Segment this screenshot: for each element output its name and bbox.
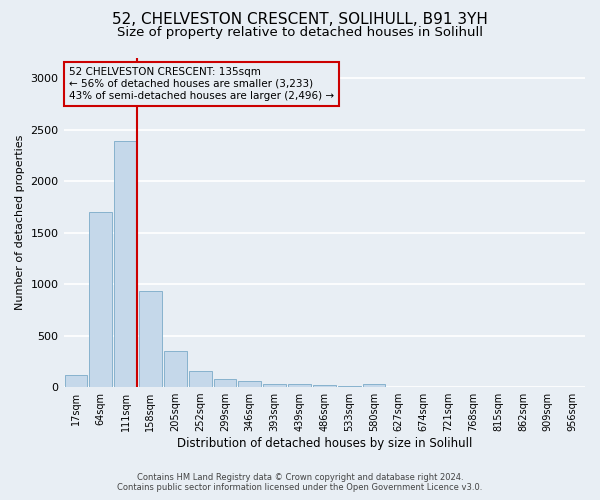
X-axis label: Distribution of detached houses by size in Solihull: Distribution of detached houses by size … [176, 437, 472, 450]
Text: Contains HM Land Registry data © Crown copyright and database right 2024.
Contai: Contains HM Land Registry data © Crown c… [118, 473, 482, 492]
Bar [263, 384, 286, 387]
Bar [313, 385, 335, 387]
Text: 52, CHELVESTON CRESCENT, SOLIHULL, B91 3YH: 52, CHELVESTON CRESCENT, SOLIHULL, B91 3… [112, 12, 488, 28]
Bar [214, 379, 236, 387]
Bar [139, 292, 162, 387]
Bar [238, 382, 261, 387]
Bar [65, 375, 88, 387]
Bar [338, 386, 361, 387]
Text: 52 CHELVESTON CRESCENT: 135sqm
← 56% of detached houses are smaller (3,233)
43% : 52 CHELVESTON CRESCENT: 135sqm ← 56% of … [69, 68, 334, 100]
Bar [89, 212, 112, 387]
Bar [288, 384, 311, 387]
Bar [362, 384, 385, 387]
Bar [114, 142, 137, 387]
Bar [164, 351, 187, 387]
Text: Size of property relative to detached houses in Solihull: Size of property relative to detached ho… [117, 26, 483, 39]
Bar [188, 371, 212, 387]
Y-axis label: Number of detached properties: Number of detached properties [15, 134, 25, 310]
